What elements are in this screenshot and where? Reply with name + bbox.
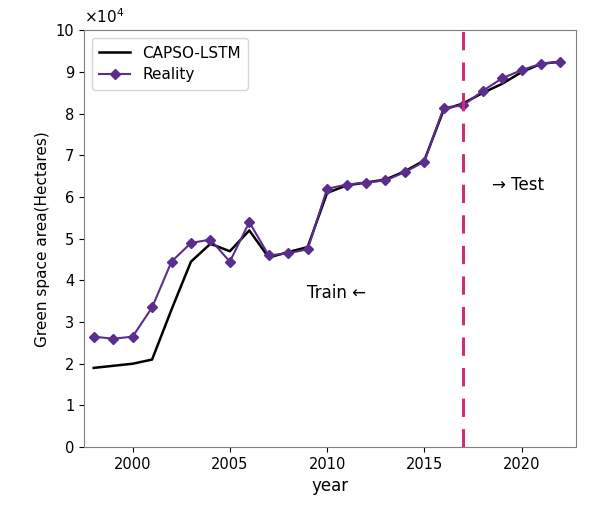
Reality <box>110 336 117 342</box>
Reality <box>557 58 564 65</box>
Reality <box>538 61 545 67</box>
Reality <box>440 105 448 111</box>
Line: Reality: Reality <box>90 58 564 342</box>
Legend: CAPSO-LSTM, Reality: CAPSO-LSTM, Reality <box>92 38 248 89</box>
CAPSO-LSTM <box>440 107 448 113</box>
X-axis label: year: year <box>311 478 349 495</box>
CAPSO-LSTM <box>557 58 564 65</box>
Reality <box>343 181 350 187</box>
CAPSO-LSTM <box>538 61 545 67</box>
Reality <box>226 259 233 265</box>
CAPSO-LSTM <box>499 81 506 87</box>
CAPSO-LSTM <box>362 179 370 185</box>
Text: $\times10^4$: $\times10^4$ <box>84 8 124 26</box>
Reality <box>148 304 155 310</box>
CAPSO-LSTM <box>226 248 233 255</box>
Line: CAPSO-LSTM: CAPSO-LSTM <box>94 61 560 368</box>
Reality <box>499 75 506 81</box>
Reality <box>323 186 331 192</box>
Reality <box>304 246 311 252</box>
Reality <box>401 169 409 175</box>
Text: → Test: → Test <box>491 176 544 194</box>
CAPSO-LSTM <box>265 255 272 261</box>
Reality <box>168 259 175 265</box>
Reality <box>245 219 253 225</box>
CAPSO-LSTM <box>382 177 389 183</box>
CAPSO-LSTM <box>479 90 486 96</box>
Reality <box>207 237 214 243</box>
CAPSO-LSTM <box>323 190 331 196</box>
CAPSO-LSTM <box>518 69 525 75</box>
CAPSO-LSTM <box>460 101 467 107</box>
Reality <box>382 177 389 183</box>
Text: Train ←: Train ← <box>307 284 367 302</box>
Reality <box>90 334 97 340</box>
CAPSO-LSTM <box>284 249 292 255</box>
Reality <box>460 103 467 109</box>
Reality <box>284 250 292 257</box>
CAPSO-LSTM <box>187 259 194 265</box>
CAPSO-LSTM <box>168 306 175 312</box>
CAPSO-LSTM <box>245 228 253 234</box>
Reality <box>265 252 272 259</box>
CAPSO-LSTM <box>421 157 428 164</box>
Reality <box>421 158 428 165</box>
Reality <box>187 240 194 246</box>
CAPSO-LSTM <box>90 365 97 371</box>
CAPSO-LSTM <box>129 361 136 367</box>
Reality <box>129 334 136 340</box>
Y-axis label: Green space area(Hectares): Green space area(Hectares) <box>35 131 50 346</box>
Reality <box>362 179 370 185</box>
CAPSO-LSTM <box>304 244 311 250</box>
Reality <box>479 88 486 94</box>
CAPSO-LSTM <box>110 363 117 369</box>
Reality <box>518 67 525 73</box>
CAPSO-LSTM <box>401 168 409 174</box>
CAPSO-LSTM <box>343 182 350 188</box>
CAPSO-LSTM <box>148 357 155 363</box>
CAPSO-LSTM <box>207 241 214 247</box>
